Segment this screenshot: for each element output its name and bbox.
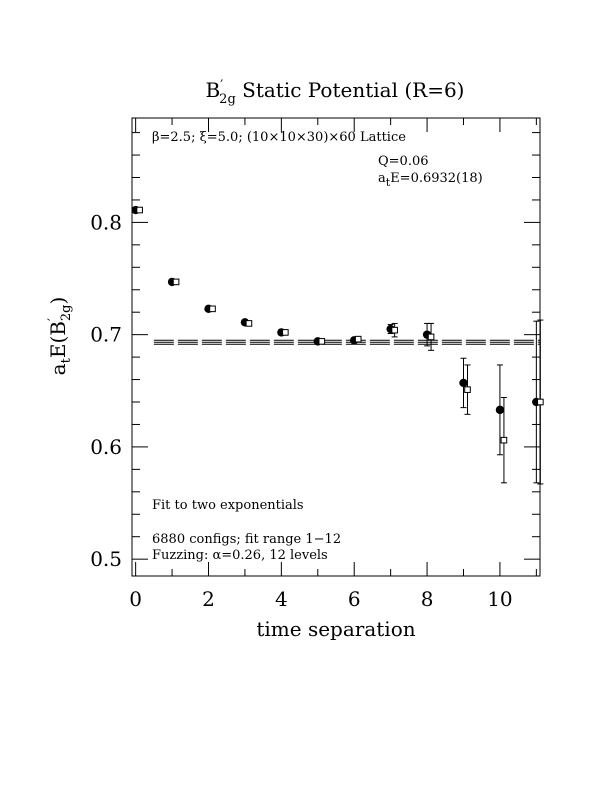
chart-title: B′ 2g Static Potential (R=6)	[206, 78, 465, 107]
lattice-annotation: β=2.5; ξ=5.0; (10×10×30)×60 Lattice	[152, 130, 406, 145]
data-point-filled	[495, 405, 505, 415]
data-point-open	[537, 398, 544, 406]
y-tick-label: 0.7	[90, 323, 122, 347]
tick-labels: 0 2 4 6 8 10 0.5 0.6 0.7 0.8	[90, 210, 512, 611]
fit-band	[153, 339, 540, 345]
data-point-open	[354, 335, 362, 343]
data-point-open	[172, 278, 180, 286]
data-point-open	[318, 338, 326, 345]
fuzzing-annotation: Fuzzing: α=0.26, 12 levels	[152, 548, 328, 563]
configs-annotation: 6880 configs; fit range 1−12	[152, 532, 341, 547]
x-axis-label: time separation	[256, 617, 415, 641]
data-point-open	[282, 329, 289, 336]
data-points	[131, 205, 544, 485]
x-tick-label: 0	[129, 587, 142, 611]
y-tick-label: 0.6	[90, 435, 122, 459]
x-tick-label: 4	[275, 587, 288, 611]
fit-result-annotation: atE=0.6932(18)	[378, 171, 483, 189]
data-point-filled	[459, 378, 468, 388]
fit-kind-annotation: Fit to two exponentials	[152, 498, 304, 513]
x-tick-label: 2	[202, 587, 215, 611]
y-tick-label: 0.8	[90, 210, 122, 234]
data-point-open	[464, 386, 471, 393]
x-tick-label: 6	[348, 587, 361, 611]
data-point-open	[136, 206, 143, 214]
y-tick-label: 0.5	[90, 547, 122, 571]
x-tick-label: 10	[487, 587, 512, 611]
data-point-open	[391, 326, 398, 334]
data-point-open	[427, 333, 435, 341]
data-point-open	[500, 436, 508, 444]
x-tick-label: 8	[421, 587, 434, 611]
data-point-open	[209, 305, 216, 313]
y-axis-label: atE(B′2g)	[46, 297, 74, 376]
data-point-open	[245, 320, 253, 327]
q-annotation: Q=0.06	[378, 154, 429, 169]
